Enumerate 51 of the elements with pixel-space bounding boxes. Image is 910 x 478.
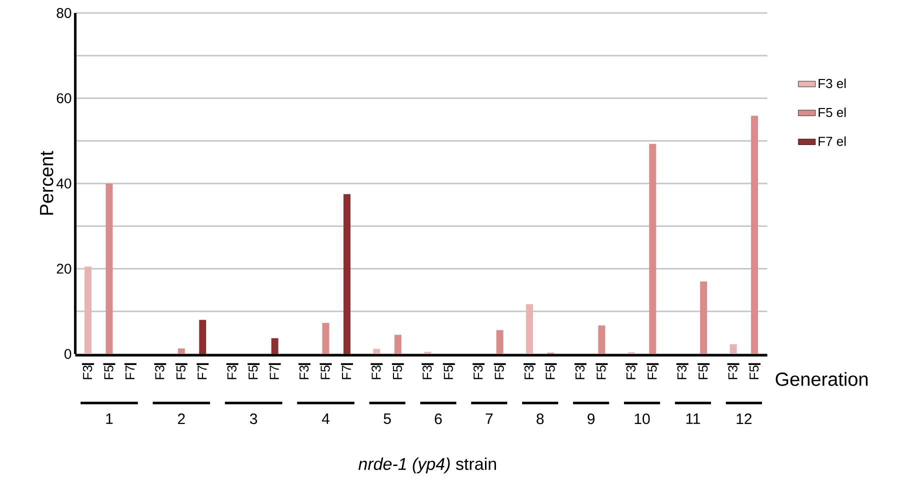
x-tick-label: 12: [736, 414, 752, 424]
text: F3: [82, 366, 92, 380]
x-tick-label: 10: [634, 414, 650, 424]
text: F7: [198, 366, 207, 380]
legend-label: F7 el: [818, 136, 846, 146]
text: F5: [596, 366, 606, 380]
text: F5: [750, 366, 759, 380]
text: F7: [342, 366, 351, 380]
legend-label: F5 el: [818, 107, 846, 118]
x-tick-label: 3: [250, 414, 258, 424]
text: F3: [474, 366, 483, 380]
text: F5: [392, 366, 402, 380]
x-axis-title: nrde-1 (yp4) strain: [358, 458, 496, 474]
y-tick-label: 40: [56, 178, 72, 188]
text: F3: [422, 366, 432, 380]
y-tick-label: 20: [56, 264, 72, 274]
text: F5: [546, 366, 555, 380]
text: F5: [698, 366, 708, 380]
text: F5: [494, 366, 504, 380]
text: F5: [104, 366, 114, 380]
text: F3: [372, 366, 381, 380]
x-tick-label: 7: [486, 414, 493, 424]
text: F3: [728, 366, 738, 380]
text: F3: [299, 366, 309, 380]
x-tick-label: 2: [178, 414, 185, 424]
text: F5: [176, 366, 186, 380]
x-tick-label: 11: [686, 414, 700, 424]
text: F5: [648, 366, 657, 380]
x-tick-label: 6: [434, 414, 442, 424]
x-tick-label: 1: [106, 414, 113, 424]
x-tick-label: 8: [536, 414, 544, 424]
text: F7: [126, 366, 134, 380]
text: Generation: [776, 372, 868, 386]
text: F3: [575, 366, 585, 380]
text: F3: [524, 366, 534, 380]
text: F5: [444, 366, 453, 380]
y-tick-label: 0: [64, 349, 72, 359]
text: F5: [248, 366, 258, 380]
x-tick-label: 9: [588, 414, 595, 424]
text: F3: [626, 366, 636, 380]
text: F3: [677, 366, 686, 380]
text: F7: [270, 366, 279, 380]
legend-label: F3 el: [818, 78, 846, 88]
x-tick-label: 4: [322, 414, 330, 424]
text: F3: [227, 366, 236, 380]
y-tick-label: 60: [56, 93, 72, 104]
y-axis-title: Percent: [40, 150, 54, 215]
text: F3: [155, 366, 164, 380]
text: F5: [320, 366, 330, 380]
x-tick-label: 5: [384, 414, 391, 424]
y-tick-label: 80: [56, 8, 72, 18]
